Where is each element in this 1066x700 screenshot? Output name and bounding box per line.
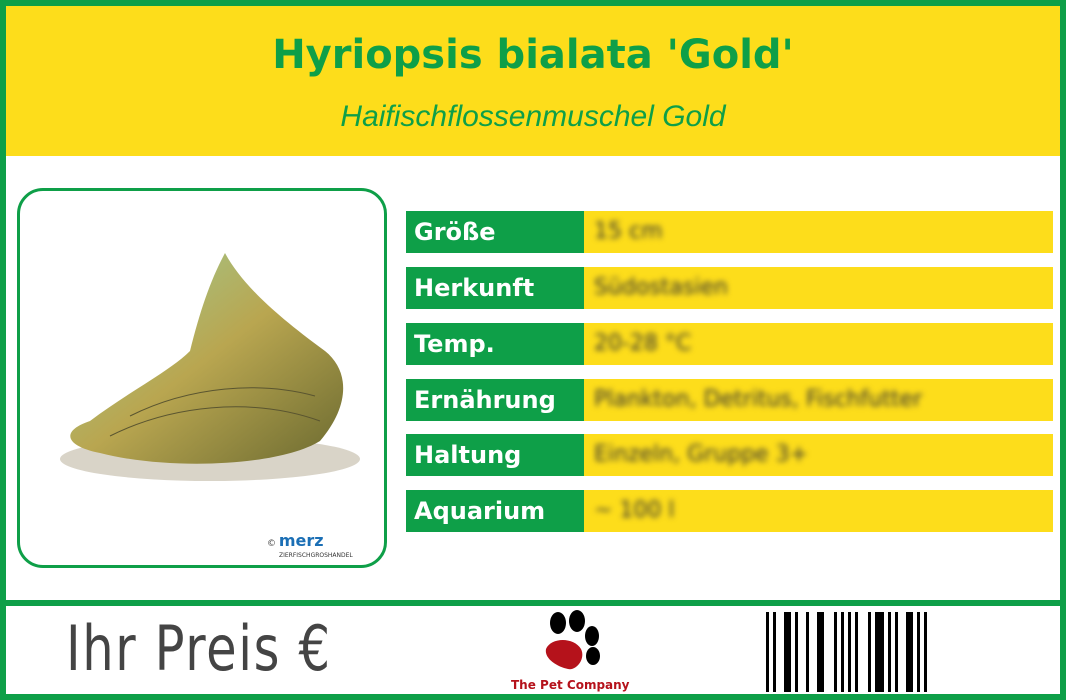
barcode-bar (766, 612, 769, 692)
spec-value: Südostasien (594, 275, 728, 300)
barcode-bar (924, 612, 927, 692)
spec-label: Aquarium (406, 490, 584, 532)
mussel-image (60, 253, 360, 481)
barcode-bar (841, 612, 844, 692)
barcode (766, 612, 927, 692)
barcode-bar (773, 612, 776, 692)
spec-row-size: Größe 15 cm (406, 211, 1053, 253)
spec-value: Plankton, Detritus, Fischfutter (594, 387, 923, 412)
barcode-bar (888, 612, 891, 692)
spec-label: Größe (406, 211, 584, 253)
barcode-bar (817, 612, 824, 692)
page-title: Hyriopsis bialata 'Gold' (272, 32, 794, 78)
barcode-bar (906, 612, 913, 692)
barcode-bar (784, 612, 791, 692)
spec-value: ~ 100 l (594, 498, 675, 523)
barcode-bar (834, 612, 837, 692)
header: Hyriopsis bialata 'Gold' Haifischflossen… (6, 6, 1060, 156)
spec-row-aquarium: Aquarium ~ 100 l (406, 490, 1053, 532)
barcode-bar (795, 612, 798, 692)
spec-label: Temp. (406, 323, 584, 365)
footer-divider (6, 600, 1060, 606)
spec-label: Haltung (406, 434, 584, 476)
barcode-bar (806, 612, 809, 692)
spec-row-keeping: Haltung Einzeln, Gruppe 3+ (406, 434, 1053, 476)
spec-row-food: Ernährung Plankton, Detritus, Fischfutter (406, 379, 1053, 421)
spec-value: Einzeln, Gruppe 3+ (594, 442, 809, 467)
spec-row-origin: Herkunft Südostasien (406, 267, 1053, 309)
spec-label: Herkunft (406, 267, 584, 309)
spec-label: Ernährung (406, 379, 584, 421)
spec-value: 20-28 °C (594, 331, 692, 356)
barcode-bar (855, 612, 858, 692)
barcode-bar (875, 612, 884, 692)
company-name: The Pet Company (511, 678, 630, 692)
paw-icon (545, 610, 600, 670)
spec-value: 15 cm (594, 219, 663, 244)
product-image: © merz ZIERFISCHGROSHANDEL (17, 188, 387, 568)
spec-row-temp: Temp. 20-28 °C (406, 323, 1053, 365)
price-label: Ihr Preis € (66, 612, 332, 685)
barcode-bar (848, 612, 851, 692)
merz-logo: © merz ZIERFISCHGROSHANDEL (267, 531, 353, 559)
barcode-bar (868, 612, 871, 692)
barcode-bar (917, 612, 920, 692)
page-subtitle: Haifischflossenmuschel Gold (340, 100, 726, 133)
barcode-bar (895, 612, 898, 692)
